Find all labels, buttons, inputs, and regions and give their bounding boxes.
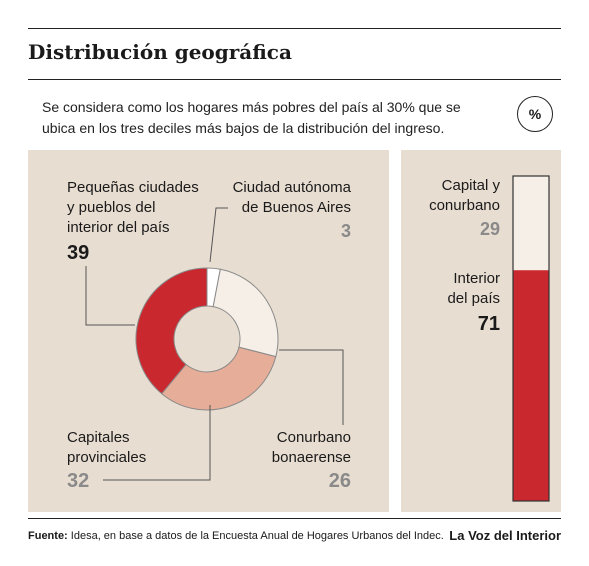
- value-capitales: 32: [67, 470, 90, 492]
- percent-badge: %: [517, 96, 553, 132]
- bar-segment-capital-conurbano: [513, 176, 549, 271]
- label-capital-conurbano: Capital y conurbano: [429, 177, 500, 214]
- stacked-bar-chart: [512, 175, 550, 502]
- value-capital-conurbano: 29: [479, 219, 500, 239]
- value-conurbano: 26: [328, 470, 351, 492]
- leader-line-pequenas: [85, 266, 135, 326]
- source-text: Idesa, en base a datos de la Encuesta An…: [67, 530, 444, 542]
- donut-slice-pequenas-ciudades-y-pueblos-del-interior-del-pais: [135, 267, 208, 395]
- chart-subtitle: Se considera como los hogares más pobres…: [42, 99, 461, 136]
- label-caba: Ciudad autónoma de Buenos Aires: [232, 179, 351, 216]
- donut-chart: [135, 267, 279, 411]
- title-rule: [28, 79, 561, 80]
- value-pequenas: 39: [67, 242, 90, 264]
- label-pequenas: Pequeñas ciudades y pueblos del interior…: [67, 179, 199, 236]
- label-capitales: Capitales provinciales: [67, 429, 147, 466]
- page-title: Distribución geográfica: [28, 40, 292, 64]
- label-conurbano: Conurbano bonaerense: [271, 429, 351, 466]
- value-caba: 3: [340, 221, 351, 241]
- leader-line-capitales: [103, 405, 211, 481]
- source-label: Fuente:: [28, 530, 68, 542]
- leader-lines: [85, 207, 344, 481]
- donut-slice-capitales-provinciales: [161, 346, 277, 411]
- label-interior: Interior del país: [447, 270, 500, 307]
- top-rule: [28, 28, 561, 29]
- leader-line-conurbano: [279, 349, 344, 425]
- bottom-rule: [28, 518, 561, 519]
- leader-line-caba: [209, 207, 228, 263]
- donut-slice-conurbano-bonaerense: [212, 268, 279, 358]
- bar-segment-interior: [513, 270, 549, 501]
- donut-panel: [28, 150, 389, 512]
- source-note: Fuente: Idesa, en base a datos de la Enc…: [28, 530, 444, 542]
- bar-outline: [512, 175, 550, 502]
- value-interior: 71: [477, 313, 500, 335]
- brand-logo: La Voz del Interior: [449, 528, 561, 543]
